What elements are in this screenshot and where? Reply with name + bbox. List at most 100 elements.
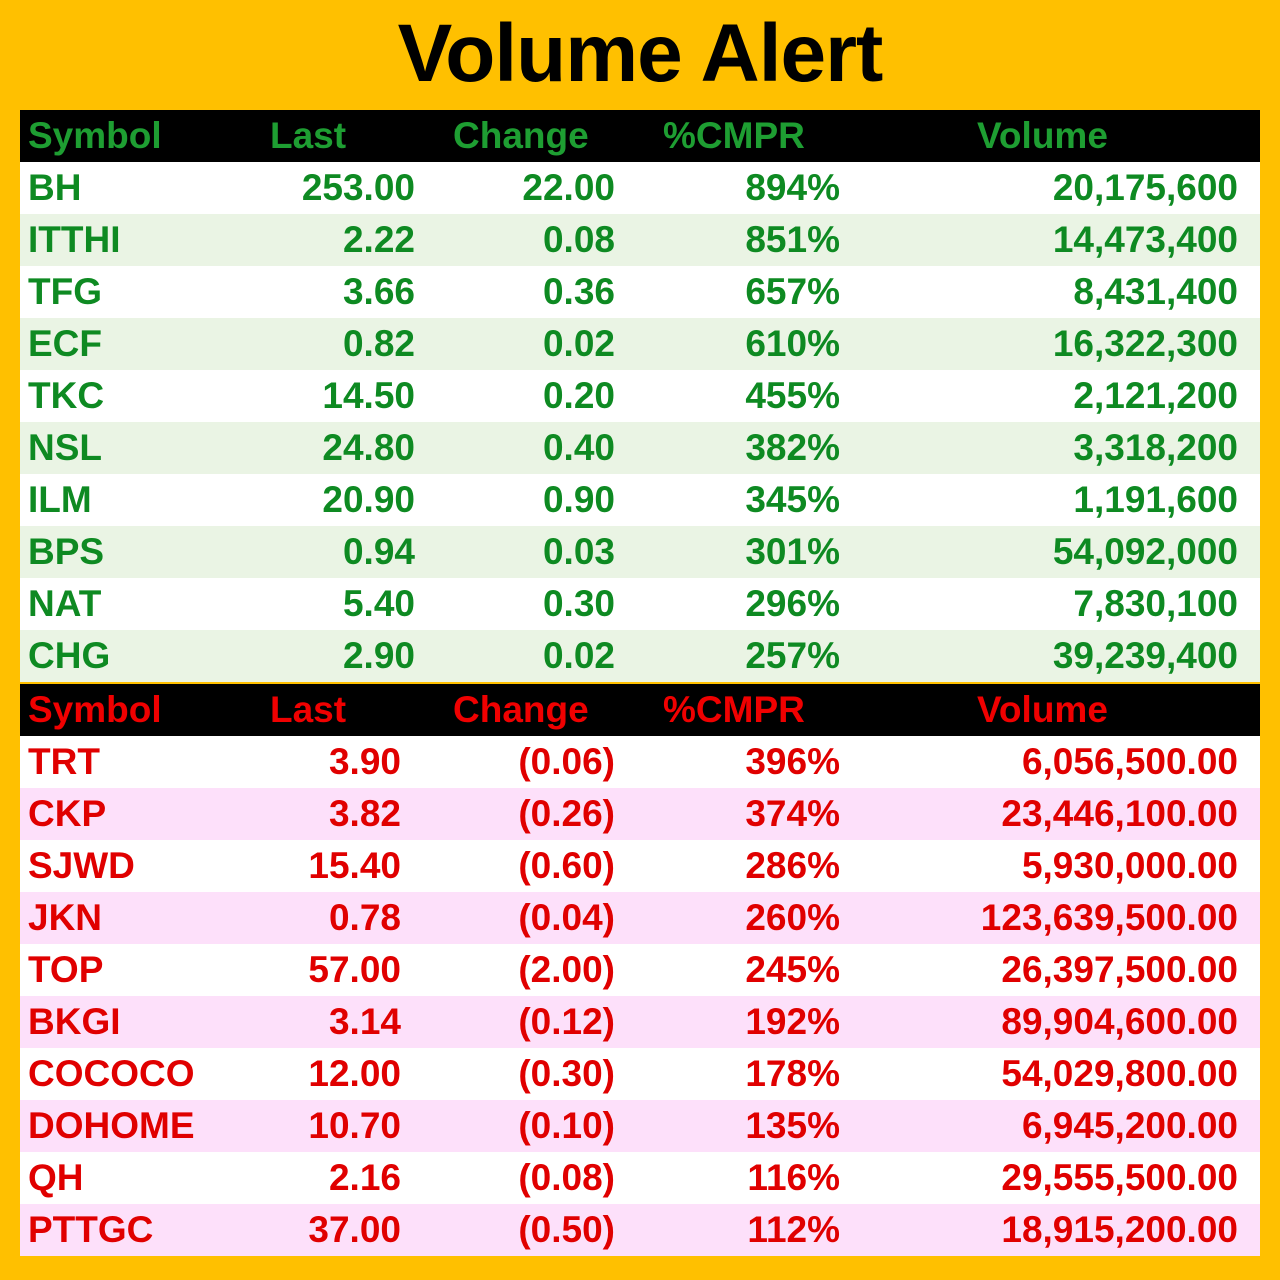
- change-cell: 0.02: [542, 323, 615, 364]
- volume-cell: 54,029,800.00: [1001, 1053, 1238, 1094]
- change-cell: (0.08): [518, 1157, 615, 1198]
- cmpr-cell: 257%: [745, 635, 840, 676]
- volume-cell: 18,915,200.00: [1001, 1209, 1238, 1250]
- symbol-cell: NSL: [28, 427, 102, 468]
- volume-cell: 6,056,500.00: [1021, 741, 1238, 782]
- cmpr-cell: 396%: [745, 741, 840, 782]
- volume-cell: 20,175,600: [1052, 167, 1238, 208]
- change-cell: 0.02: [542, 635, 615, 676]
- table-row: BPS 0.94 0.03 301% 54,092,000: [20, 526, 1260, 578]
- cmpr-cell: 894%: [745, 167, 840, 208]
- symbol-cell: COCOCO: [28, 1053, 195, 1094]
- last-cell: 12.00: [308, 1053, 401, 1094]
- volume-cell: 123,639,500.00: [980, 897, 1238, 938]
- volume-cell: 7,830,100: [1073, 583, 1238, 624]
- last-cell: 24.80: [322, 427, 415, 468]
- symbol-cell: TRT: [28, 741, 100, 782]
- last-cell: 5.40: [342, 583, 415, 624]
- volume-cell: 39,239,400: [1052, 635, 1238, 676]
- change-cell: 0.30: [542, 583, 615, 624]
- cmpr-cell: 851%: [745, 219, 840, 260]
- symbol-cell: QH: [28, 1157, 84, 1198]
- change-cell: (0.50): [518, 1209, 615, 1250]
- symbol-cell: TOP: [28, 949, 104, 990]
- symbol-cell: NAT: [28, 583, 102, 624]
- cmpr-cell: 192%: [745, 1001, 840, 1042]
- cmpr-cell: 135%: [745, 1105, 840, 1146]
- table-row: PTTGC 37.00 (0.50) 112% 18,915,200.00: [20, 1204, 1260, 1256]
- cmpr-cell: 301%: [745, 531, 840, 572]
- change-cell: 0.08: [542, 219, 615, 260]
- symbol-cell: TKC: [28, 375, 105, 416]
- header-change: Change: [453, 115, 589, 156]
- last-cell: 3.14: [328, 1001, 401, 1042]
- last-cell: 15.40: [308, 845, 401, 886]
- table-row: ITTHI 2.22 0.08 851% 14,473,400: [20, 214, 1260, 266]
- cmpr-cell: 260%: [745, 897, 840, 938]
- cmpr-cell: 245%: [745, 949, 840, 990]
- last-cell: 0.94: [342, 531, 415, 572]
- symbol-cell: CKP: [28, 793, 107, 834]
- table-row: BKGI 3.14 (0.12) 192% 89,904,600.00: [20, 996, 1260, 1048]
- symbol-cell: DOHOME: [28, 1105, 195, 1146]
- cmpr-cell: 610%: [745, 323, 840, 364]
- cmpr-cell: 345%: [745, 479, 840, 520]
- last-cell: 10.70: [308, 1105, 401, 1146]
- cmpr-cell: 374%: [745, 793, 840, 834]
- header-symbol: Symbol: [28, 689, 162, 730]
- cmpr-cell: 382%: [745, 427, 840, 468]
- volume-cell: 23,446,100.00: [1001, 793, 1238, 834]
- table-row: TRT 3.90 (0.06) 396% 6,056,500.00: [20, 736, 1260, 788]
- table-row: NAT 5.40 0.30 296% 7,830,100: [20, 578, 1260, 630]
- last-cell: 2.16: [328, 1157, 401, 1198]
- last-cell: 0.82: [342, 323, 415, 364]
- volume-cell: 6,945,200.00: [1021, 1105, 1238, 1146]
- cmpr-cell: 116%: [747, 1157, 840, 1198]
- volume-cell: 8,431,400: [1073, 271, 1238, 312]
- cmpr-cell: 178%: [745, 1053, 840, 1094]
- symbol-cell: JKN: [28, 897, 103, 938]
- symbol-cell: BH: [28, 167, 82, 208]
- volume-cell: 2,121,200: [1073, 375, 1238, 416]
- cmpr-cell: 455%: [745, 375, 840, 416]
- table-row: BH 253.00 22.00 894% 20,175,600: [20, 162, 1260, 214]
- table-row: ECF 0.82 0.02 610% 16,322,300: [20, 318, 1260, 370]
- header-last: Last: [270, 689, 347, 730]
- table-row: CHG 2.90 0.02 257% 39,239,400: [20, 630, 1260, 682]
- table-row: TOP 57.00 (2.00) 245% 26,397,500.00: [20, 944, 1260, 996]
- symbol-cell: ECF: [28, 323, 102, 364]
- change-cell: 0.03: [542, 531, 615, 572]
- cmpr-cell: 112%: [747, 1209, 840, 1250]
- page-title: Volume Alert: [397, 8, 884, 99]
- header-cmpr: %CMPR: [663, 689, 805, 730]
- header-volume: Volume: [977, 689, 1108, 730]
- gainers-table: Symbol Last Change %CMPR Volume BH 253.00…: [20, 110, 1260, 682]
- last-cell: 253.00: [301, 167, 415, 208]
- last-cell: 3.66: [342, 271, 415, 312]
- cmpr-cell: 657%: [745, 271, 840, 312]
- cmpr-cell: 286%: [745, 845, 840, 886]
- last-cell: 0.78: [328, 897, 401, 938]
- change-cell: 0.40: [542, 427, 615, 468]
- symbol-cell: CHG: [28, 635, 111, 676]
- change-cell: (0.12): [518, 1001, 615, 1042]
- change-cell: (0.04): [518, 897, 615, 938]
- volume-cell: 54,092,000: [1052, 531, 1238, 572]
- symbol-cell: ITTHI: [28, 219, 121, 260]
- gainers-header-row: Symbol Last Change %CMPR Volume: [20, 110, 1260, 162]
- change-cell: (0.30): [518, 1053, 615, 1094]
- last-cell: 14.50: [322, 375, 415, 416]
- last-cell: 20.90: [322, 479, 415, 520]
- volume-cell: 26,397,500.00: [1001, 949, 1238, 990]
- volume-cell: 5,930,000.00: [1021, 845, 1238, 886]
- symbol-cell: TFG: [28, 271, 102, 312]
- header-symbol: Symbol: [28, 115, 162, 156]
- change-cell: (0.26): [518, 793, 615, 834]
- symbol-cell: ILM: [28, 479, 92, 520]
- table-row: NSL 24.80 0.40 382% 3,318,200: [20, 422, 1260, 474]
- last-cell: 2.22: [342, 219, 415, 260]
- volume-cell: 14,473,400: [1052, 219, 1238, 260]
- volume-cell: 3,318,200: [1073, 427, 1238, 468]
- last-cell: 3.90: [328, 741, 401, 782]
- change-cell: 22.00: [522, 167, 615, 208]
